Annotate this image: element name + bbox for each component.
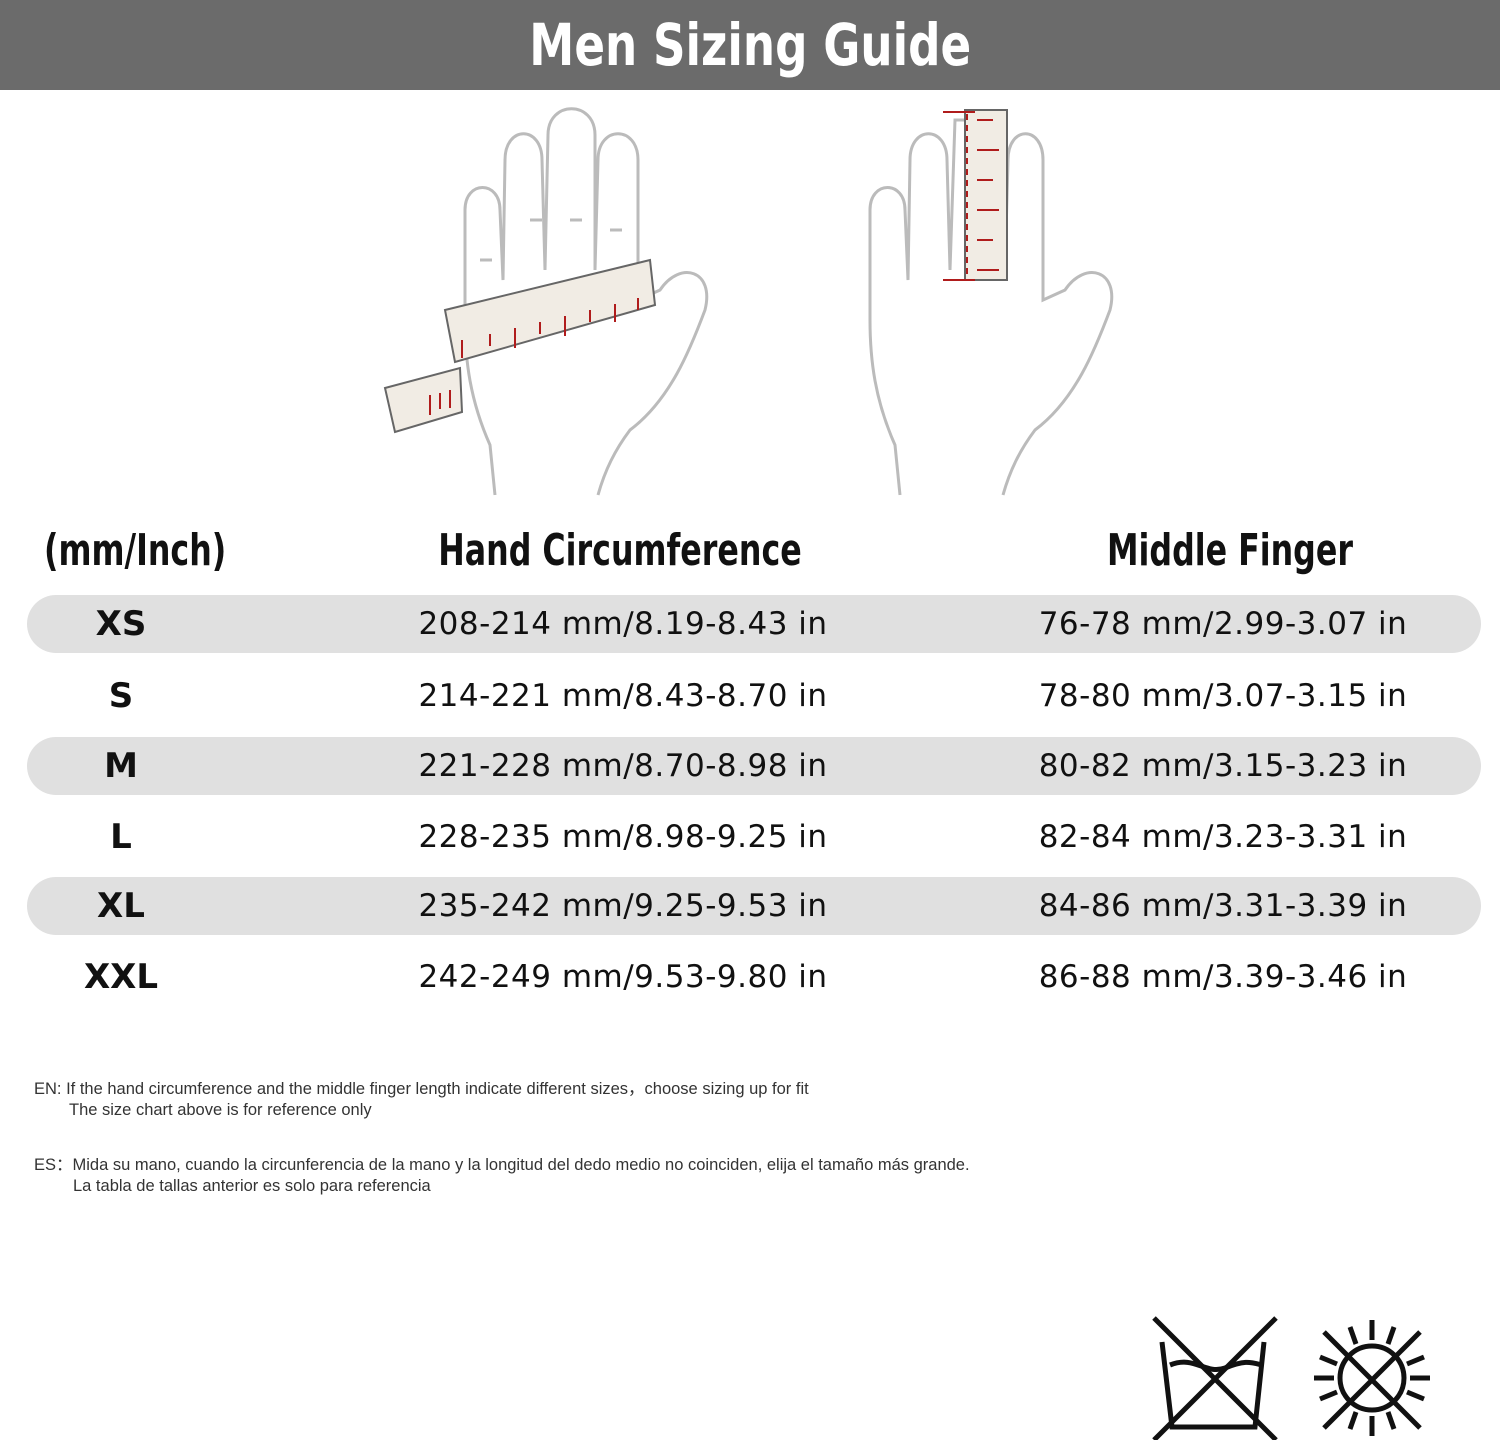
hand-circumference-value: 242-249 mm/9.53-9.80 in xyxy=(418,959,828,995)
note-es-line2: La tabla de tallas anterior es solo para… xyxy=(73,1177,431,1195)
size-label: XXL xyxy=(83,957,159,997)
note-es-line1: ES：Mida su mano, cuando la circunferenci… xyxy=(34,1156,970,1174)
size-label: S xyxy=(108,676,134,716)
size-label: M xyxy=(104,746,138,786)
middle-finger-illustration xyxy=(868,109,1114,496)
middle-finger-value: 82-84 mm/3.23-3.31 in xyxy=(1038,819,1408,855)
table-row: L 228-235 mm/8.98-9.25 in 82-84 mm/3.23-… xyxy=(27,808,1481,866)
measuring-tape xyxy=(383,258,657,434)
note-en-line1: EN: If the hand circumference and the mi… xyxy=(34,1080,809,1098)
hand-circumference-value: 235-242 mm/9.25-9.53 in xyxy=(418,888,828,924)
table-row: S 214-221 mm/8.43-8.70 in 78-80 mm/3.07-… xyxy=(27,667,1481,725)
header-bar: Men Sizing Guide xyxy=(0,0,1500,90)
middle-finger-value: 78-80 mm/3.07-3.15 in xyxy=(1038,678,1408,714)
middle-finger-value: 84-86 mm/3.31-3.39 in xyxy=(1038,888,1408,924)
hand-circumference-illustration xyxy=(383,107,709,496)
hand-circumference-value: 214-221 mm/8.43-8.70 in xyxy=(418,678,828,714)
table-row: XS 208-214 mm/8.19-8.43 in 76-78 mm/2.99… xyxy=(27,595,1481,653)
hand-circumference-value: 228-235 mm/8.98-9.25 in xyxy=(418,819,828,855)
middle-finger-value: 76-78 mm/2.99-3.07 in xyxy=(1038,606,1408,642)
column-header-hand-circumference: Hand Circumference xyxy=(438,525,802,576)
unit-label: (mm/Inch) xyxy=(44,525,227,576)
do-not-wash-icon xyxy=(1152,1316,1278,1440)
page-title: Men Sizing Guide xyxy=(529,11,971,79)
do-not-sun-dry-icon xyxy=(1314,1320,1430,1436)
hand-circumference-value: 208-214 mm/8.19-8.43 in xyxy=(418,606,828,642)
middle-finger-value: 80-82 mm/3.15-3.23 in xyxy=(1038,748,1408,784)
middle-finger-value: 86-88 mm/3.39-3.46 in xyxy=(1038,959,1408,995)
size-label: XS xyxy=(95,604,147,644)
table-row: M 221-228 mm/8.70-8.98 in 80-82 mm/3.15-… xyxy=(27,737,1481,795)
size-label: XL xyxy=(97,886,145,926)
hand-circumference-value: 221-228 mm/8.70-8.98 in xyxy=(418,748,828,784)
column-header-middle-finger: Middle Finger xyxy=(1107,525,1353,576)
table-row: XXL 242-249 mm/9.53-9.80 in 86-88 mm/3.3… xyxy=(27,948,1481,1006)
size-label: L xyxy=(110,817,132,857)
table-row: XL 235-242 mm/9.25-9.53 in 84-86 mm/3.31… xyxy=(27,877,1481,935)
note-en-line2: The size chart above is for reference on… xyxy=(69,1101,372,1119)
